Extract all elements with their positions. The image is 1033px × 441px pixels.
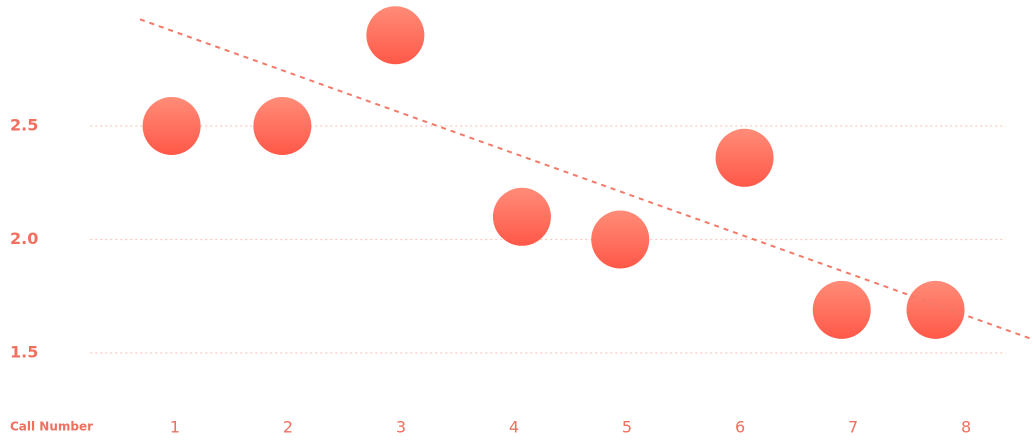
dot [715, 128, 774, 187]
x-tick-label: 6 [735, 418, 745, 437]
x-tick-label: 4 [509, 418, 519, 437]
x-tick-label: 5 [622, 418, 632, 437]
x-axis-label: Call Number [10, 420, 93, 434]
dot [591, 210, 650, 269]
x-tick-label: 1 [170, 418, 180, 437]
x-tick-label: 3 [396, 418, 406, 437]
y-tick-label: 1.5 [10, 343, 38, 362]
dot [142, 97, 201, 155]
trend-line [139, 18, 1033, 341]
y-tick-label: 2.0 [10, 229, 38, 248]
dot [492, 187, 551, 246]
dot [366, 6, 425, 65]
dot [253, 97, 312, 155]
dot [812, 280, 871, 339]
y-tick-label: 2.5 [10, 116, 38, 135]
x-tick-label: 7 [848, 418, 858, 437]
x-tick-label: 2 [283, 418, 293, 437]
x-tick-label: 8 [961, 418, 971, 437]
dot [906, 280, 965, 339]
